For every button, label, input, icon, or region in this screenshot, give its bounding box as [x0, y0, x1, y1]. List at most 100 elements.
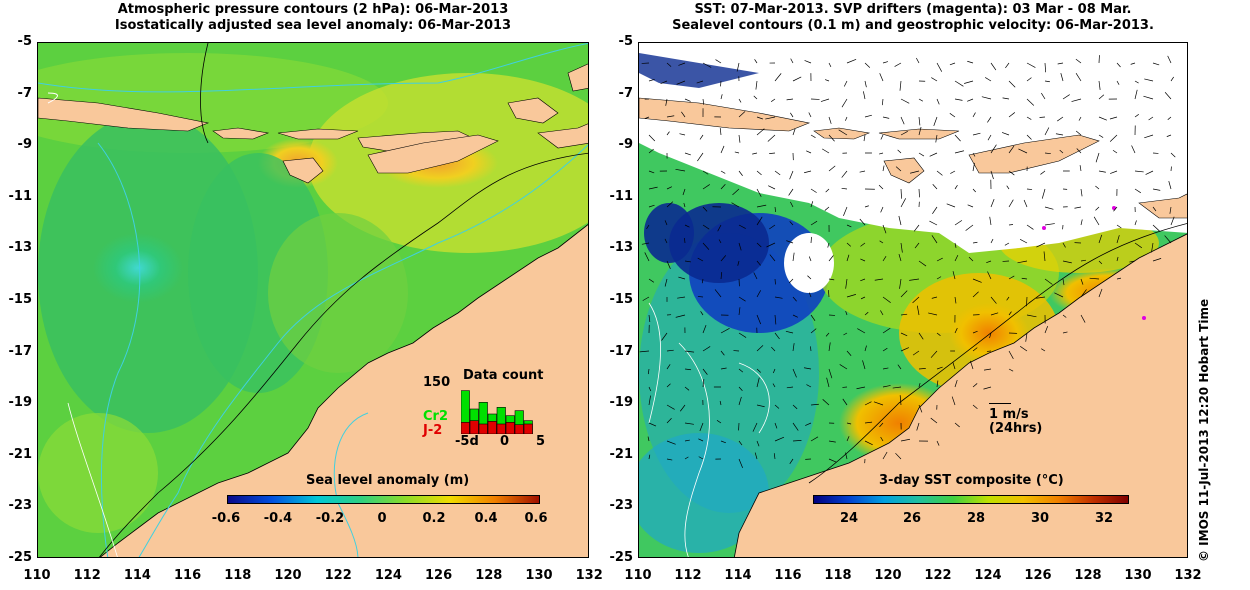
velocity-vector	[720, 272, 723, 280]
velocity-vector	[682, 188, 686, 196]
velocity-vector	[879, 240, 884, 244]
velocity-vector	[1008, 80, 1016, 88]
velocity-vector	[1036, 296, 1046, 299]
velocity-vector	[990, 144, 997, 154]
data-count-bar-j2	[505, 422, 515, 434]
velocity-vector	[720, 350, 725, 356]
velocity-vector	[936, 170, 943, 176]
velocity-vector	[754, 59, 758, 64]
velocity-vector	[738, 224, 746, 229]
velocity-vector	[972, 278, 982, 283]
velocity-vector	[857, 328, 866, 334]
y-axis-tick: -21	[609, 446, 634, 462]
sla-colorbar-title: Sea level anomaly (m)	[306, 473, 470, 488]
velocity-vector	[954, 150, 965, 154]
velocity-vector	[990, 296, 997, 304]
velocity-vector	[1062, 331, 1068, 334]
velocity-vector	[1080, 219, 1083, 226]
sst-colorbar-tick: 28	[966, 511, 986, 526]
velocity-vector	[882, 347, 888, 352]
velocity-vector	[828, 458, 837, 463]
velocity-vector	[792, 252, 795, 262]
velocity-vector	[1026, 224, 1034, 230]
velocity-vector	[918, 260, 927, 267]
velocity-vector	[898, 215, 902, 226]
velocity-vector	[918, 368, 926, 370]
velocity-vector	[734, 151, 740, 154]
velocity-vector	[1152, 188, 1161, 191]
velocity-vector	[790, 201, 794, 208]
velocity-vector	[756, 440, 760, 447]
velocity-vector	[918, 98, 923, 102]
velocity-vector	[769, 224, 776, 230]
velocity-vector	[843, 80, 848, 87]
sst-colorbar-tick: 24	[839, 511, 859, 526]
velocity-vector	[752, 152, 758, 155]
velocity-vector	[932, 184, 938, 190]
velocity-vector	[954, 184, 958, 190]
velocity-vector	[983, 368, 992, 371]
velocity-vector	[918, 332, 924, 340]
velocity-vector	[684, 422, 694, 425]
velocity-vector	[841, 170, 848, 178]
velocity-vector	[774, 332, 780, 340]
velocity-vector	[1005, 62, 1010, 69]
sla-colorbar-tick: 0.4	[474, 511, 498, 526]
velocity-vector	[972, 162, 975, 172]
velocity-vector	[684, 224, 690, 228]
velocity-vector	[684, 368, 692, 371]
x-axis-tick: 124	[974, 568, 1002, 583]
velocity-vector	[788, 188, 794, 196]
velocity-vector	[1134, 242, 1143, 249]
velocity-vector	[1017, 260, 1028, 264]
velocity-vector	[720, 367, 727, 370]
data-count-bar-j2	[514, 424, 524, 434]
velocity-vector	[822, 399, 830, 406]
velocity-vector	[936, 98, 940, 105]
velocity-vector	[1008, 112, 1016, 118]
velocity-vector	[1164, 92, 1172, 100]
y-axis-tick: -11	[8, 188, 33, 204]
velocity-vector	[1152, 206, 1157, 212]
velocity-vector	[666, 364, 671, 370]
velocity-vector	[828, 440, 836, 443]
velocity-vector	[985, 77, 992, 82]
velocity-vector	[756, 204, 767, 208]
velocity-vector	[936, 380, 939, 388]
velocity-vector	[1080, 188, 1083, 197]
velocity-vector	[1089, 277, 1100, 280]
velocity-vector	[792, 296, 797, 302]
velocity-vector	[792, 343, 795, 352]
y-axis-tick: -19	[8, 395, 33, 411]
velocity-vector	[1144, 134, 1154, 139]
data-count-bar-cr2	[496, 407, 506, 434]
y-axis-tick: -15	[609, 292, 634, 307]
velocity-vector	[987, 116, 992, 123]
velocity-vector	[828, 165, 836, 172]
velocity-vector	[1071, 98, 1082, 102]
y-axis-tick: -23	[8, 498, 33, 514]
velocity-vector	[737, 260, 740, 266]
velocity-vector	[738, 98, 742, 103]
left-title-line1: Atmospheric pressure contours (2 hPa): 0…	[117, 2, 509, 17]
velocity-vector	[900, 290, 908, 298]
velocity-vector	[1098, 80, 1101, 90]
velocity-vector	[882, 296, 891, 303]
velocity-vector	[824, 79, 830, 82]
velocity-vector	[880, 310, 884, 316]
velocity-vector	[900, 242, 903, 253]
velocity-vector	[803, 367, 812, 370]
velocity-vector	[1116, 62, 1121, 68]
velocity-vector	[916, 305, 920, 316]
y-axis-tick: -9	[618, 137, 633, 153]
data-count-bar-j2	[478, 423, 488, 434]
velocity-vector	[718, 239, 722, 244]
velocity-vector	[846, 224, 852, 228]
velocity-vector	[648, 148, 654, 154]
velocity-vector	[756, 290, 762, 298]
velocity-vector	[894, 62, 902, 67]
velocity-vector	[882, 451, 888, 460]
velocity-vector	[715, 59, 722, 64]
velocity-vector	[810, 236, 812, 244]
velocity-scale-arrow	[989, 403, 1011, 404]
